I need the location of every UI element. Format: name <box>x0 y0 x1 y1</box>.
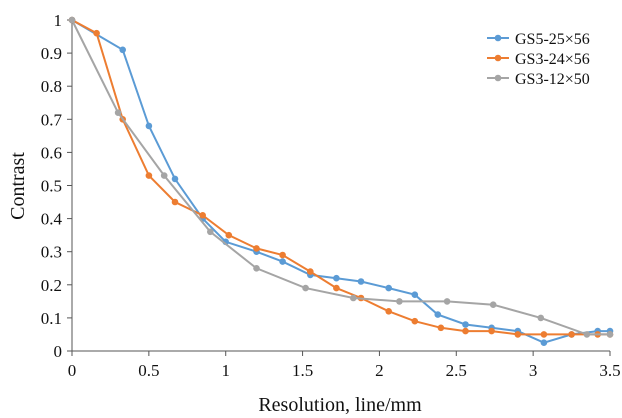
data-point <box>171 198 179 206</box>
data-point <box>307 268 314 275</box>
data-point <box>537 314 545 322</box>
data-point <box>350 294 357 302</box>
legend-marker <box>494 74 502 82</box>
data-point <box>145 172 153 179</box>
y-axis-title: Contrast <box>7 152 29 220</box>
data-point <box>160 172 168 179</box>
data-point <box>333 284 340 292</box>
data-point <box>225 231 233 239</box>
data-point <box>253 265 260 272</box>
x-tick-label: 3 <box>529 361 538 380</box>
data-point <box>333 274 340 282</box>
x-axis-ticks: 0 0.5 1 1.5 2 2.5 3 3.5 <box>68 351 621 380</box>
legend-label: GS3-24×56 <box>515 51 590 68</box>
x-tick-label: 1 <box>221 361 230 380</box>
data-point <box>253 245 260 252</box>
data-point <box>606 331 614 338</box>
y-tick-label: 0.6 <box>41 143 62 162</box>
series-layer <box>68 16 614 347</box>
x-tick-label: 2 <box>375 361 384 380</box>
data-point <box>540 339 548 347</box>
y-tick-label: 0.9 <box>41 44 62 63</box>
data-point <box>357 278 365 285</box>
legend-label: GS3-12×50 <box>515 71 590 88</box>
y-tick-label: 0.8 <box>41 77 62 96</box>
legend-item: GS3-12×50 <box>487 71 590 88</box>
y-tick-label: 0.7 <box>41 110 63 129</box>
data-point <box>411 291 419 299</box>
data-point <box>93 29 100 37</box>
y-tick-label: 0.3 <box>41 243 62 262</box>
series-3 <box>68 16 614 338</box>
data-point <box>385 284 393 292</box>
x-tick-label: 2.5 <box>446 361 467 380</box>
data-point <box>119 46 126 54</box>
data-point <box>207 228 214 236</box>
series-2 <box>68 16 614 338</box>
x-tick-label: 0.5 <box>138 361 159 380</box>
y-tick-label: 0.5 <box>41 177 62 196</box>
data-point <box>302 284 309 292</box>
data-point <box>568 331 575 338</box>
legend-marker <box>494 34 502 42</box>
legend-item: GS3-24×56 <box>487 51 590 68</box>
data-point <box>411 317 419 325</box>
series-line <box>71 19 610 344</box>
x-tick-label: 1.5 <box>292 361 313 380</box>
data-point <box>462 321 469 328</box>
y-tick-label: 0.1 <box>41 309 62 328</box>
data-point <box>171 175 179 183</box>
data-point <box>514 331 522 338</box>
data-point <box>199 212 206 219</box>
data-point <box>489 301 497 309</box>
y-tick-label: 0.2 <box>41 276 62 295</box>
x-tick-label: 0 <box>68 361 77 380</box>
y-tick-label: 0 <box>54 342 63 361</box>
series-line <box>71 19 610 336</box>
y-tick-label: 0.4 <box>41 210 63 229</box>
data-point <box>462 327 469 335</box>
data-point <box>540 331 548 338</box>
x-tick-label: 3.5 <box>599 361 620 380</box>
legend-label: GS5-25×56 <box>515 31 590 48</box>
data-point <box>434 311 442 318</box>
legend: GS5-25×56 GS3-24×56 GS3-12×50 <box>487 31 590 88</box>
axes <box>71 20 610 352</box>
data-point <box>145 122 153 130</box>
y-tick-label: 1 <box>54 11 63 30</box>
legend-marker <box>494 54 502 62</box>
data-point <box>437 324 445 332</box>
data-point <box>279 258 286 265</box>
data-point <box>583 331 591 338</box>
data-point <box>443 298 451 305</box>
x-axis-title: Resolution, line/mm <box>258 394 422 416</box>
data-point <box>488 327 495 335</box>
data-point <box>114 109 122 116</box>
data-point <box>385 308 393 315</box>
data-point <box>68 16 76 24</box>
legend-item: GS5-25×56 <box>487 31 590 48</box>
y-axis-ticks: 0 0.1 0.2 0.3 0.4 0.5 0.6 0.7 0.8 0.9 1 <box>41 11 72 361</box>
data-point <box>279 251 286 259</box>
data-point <box>396 298 403 305</box>
